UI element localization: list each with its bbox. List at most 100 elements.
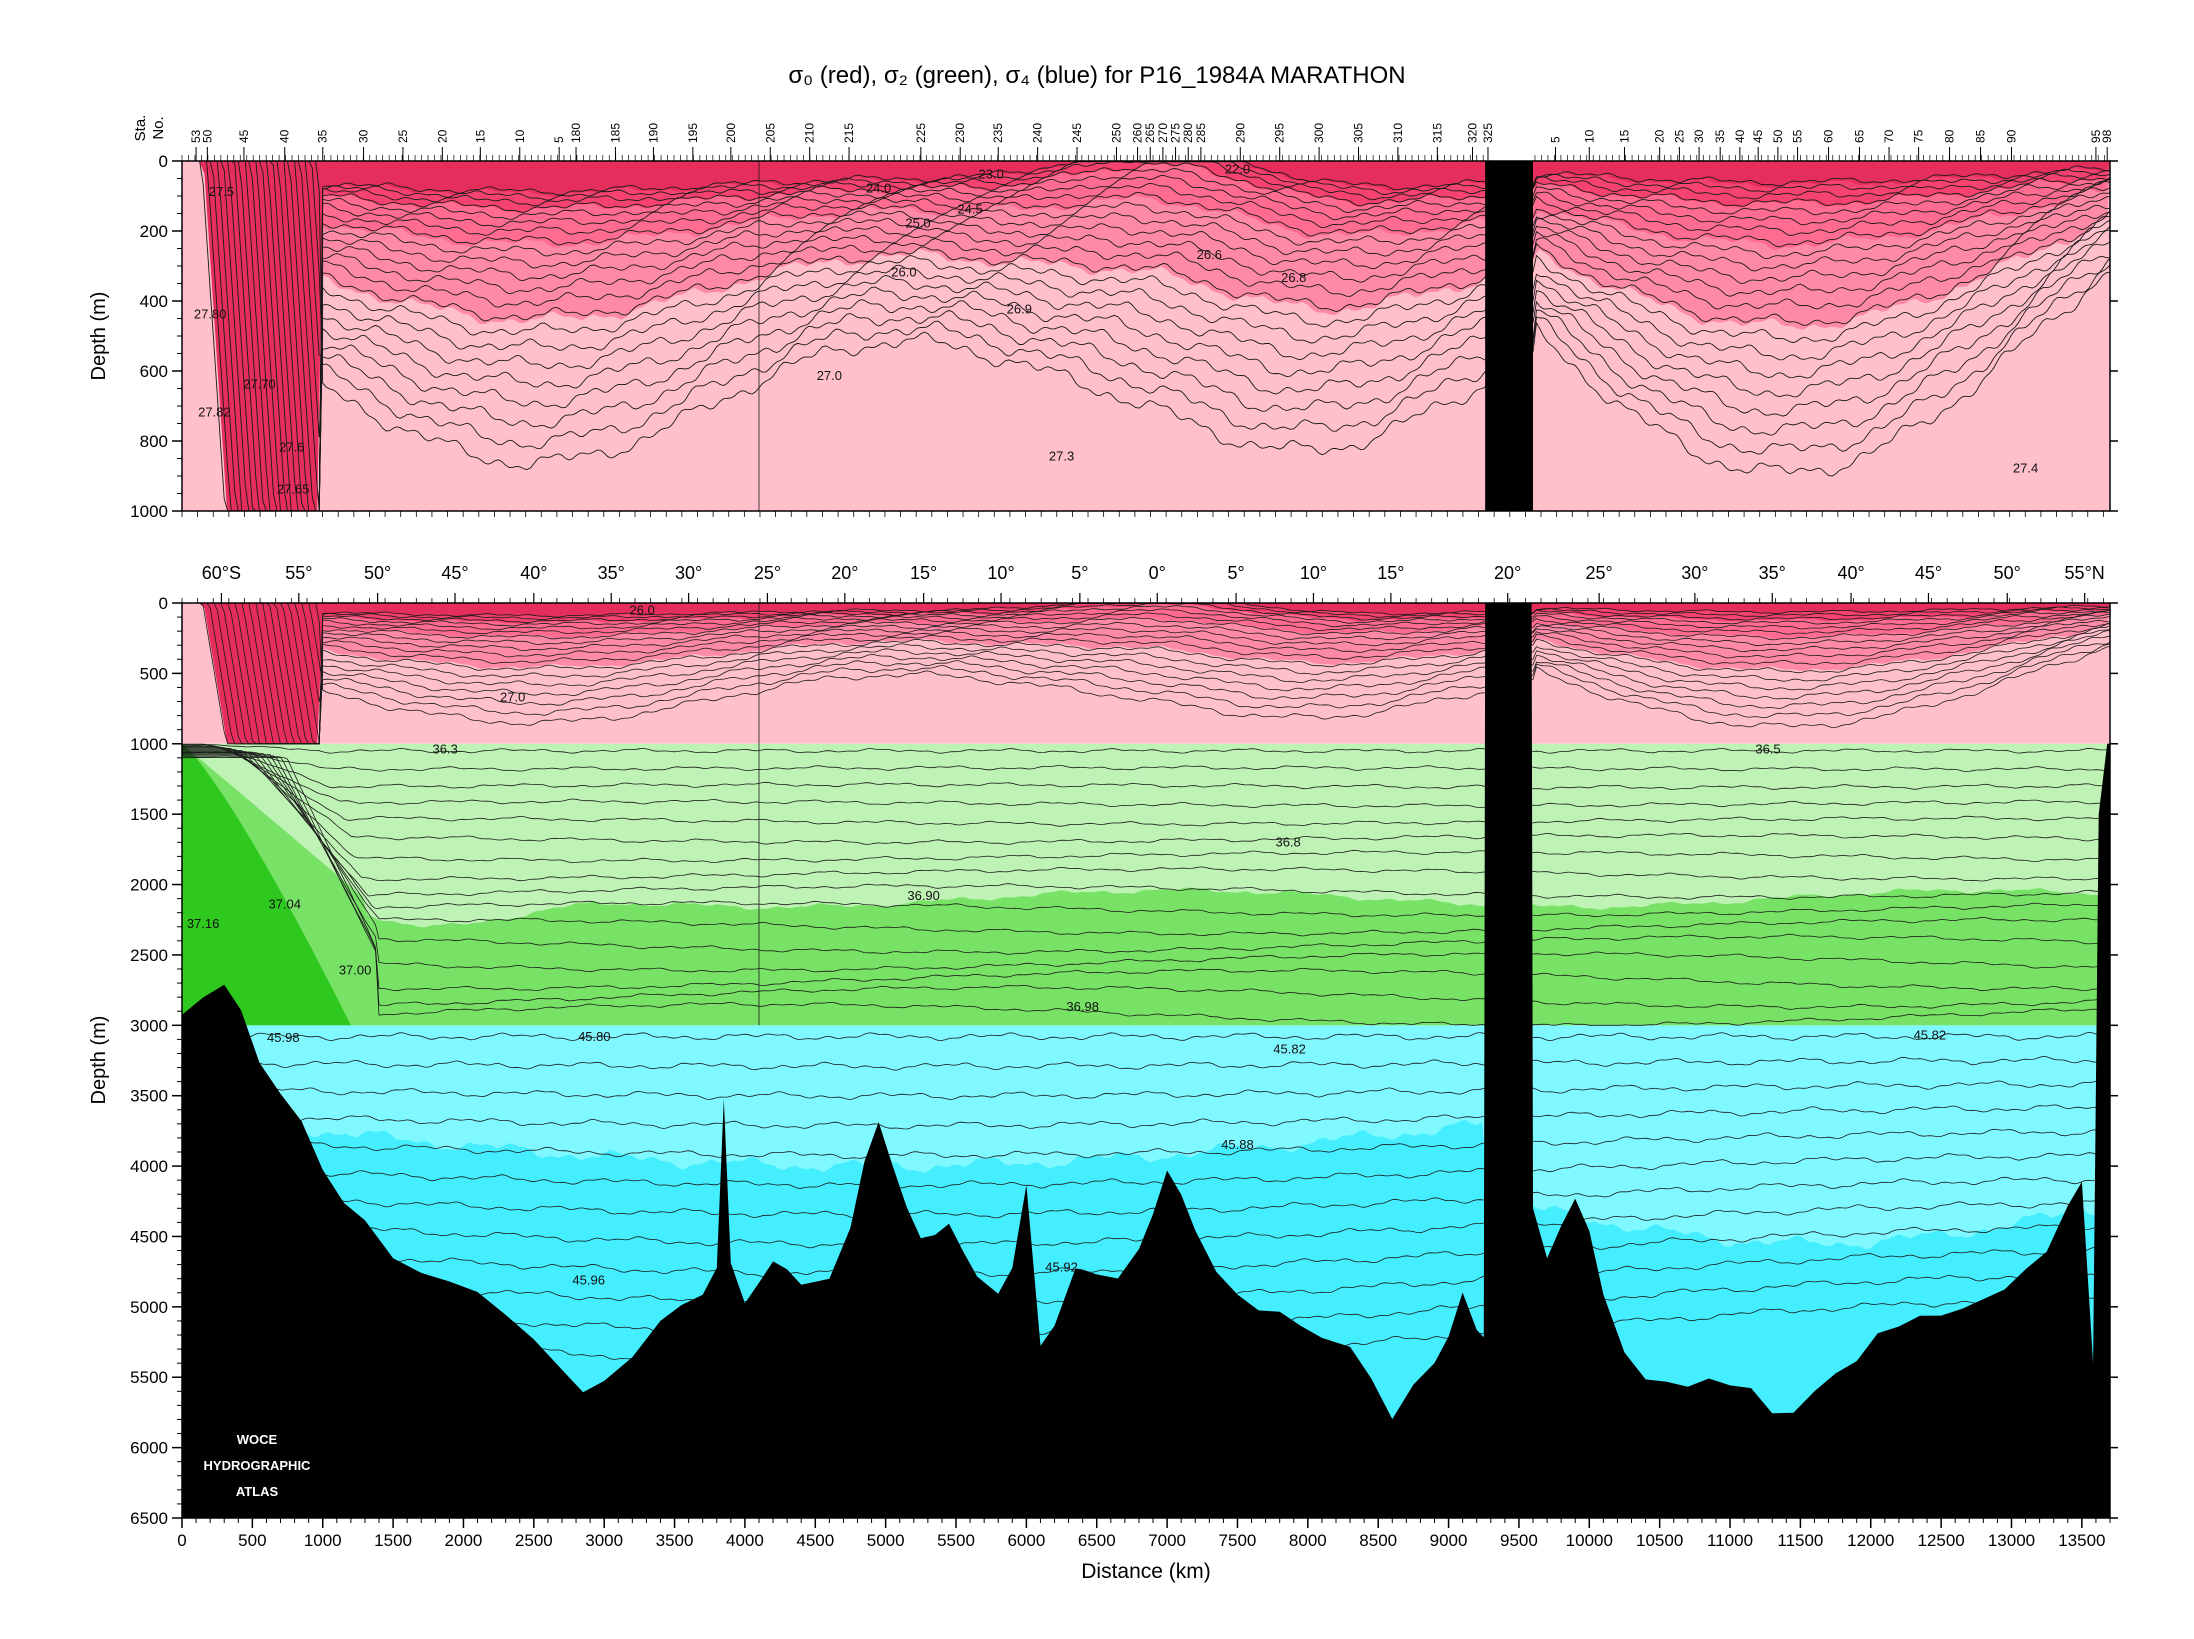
distance-x-axis: 0 500 1000 1500 2000 2500 3000 3500 4000 4500 5000… (177, 1518, 2111, 1550)
x-tick-label: 3500 (656, 1531, 694, 1550)
x-tick-label: 10000 (1566, 1531, 1613, 1550)
sigma2-contour-line (182, 755, 2110, 992)
sigma0-contour-line (182, 603, 2110, 745)
x-tick-label: 12500 (1917, 1531, 1964, 1550)
sigma0-contour-line (182, 161, 2110, 477)
station-label: 320 (1465, 123, 1479, 143)
station-label: 10 (513, 129, 527, 143)
y-tick-label: 1000 (130, 735, 168, 754)
sigma0-contour-line (182, 161, 2110, 511)
contour-label: 27.0 (817, 368, 842, 383)
contour-label: 26.0 (891, 265, 916, 280)
sigma2-contour-line (182, 744, 2110, 773)
contour-label: 45.98 (267, 1030, 300, 1045)
station-label: 195 (686, 123, 700, 143)
station-label: 310 (1391, 123, 1405, 143)
sigma0-contour-line (182, 161, 2110, 436)
sigma2-contour-line (182, 746, 2110, 809)
station-label: 185 (608, 123, 622, 143)
sigma2-contour-line (182, 745, 2110, 790)
sigma2-contour-line (182, 747, 2110, 827)
station-label: 45 (237, 129, 251, 143)
sigma2-contour-line (182, 752, 2110, 955)
contour-label: 27.0 (500, 690, 525, 705)
contour-label: 24.5 (957, 202, 982, 217)
contour-label: 37.00 (339, 963, 372, 978)
contour-label: 45.92 (1045, 1260, 1078, 1275)
station-label: 50 (1771, 129, 1785, 143)
x-tick-label: 2000 (445, 1531, 483, 1550)
station-label: 285 (1194, 123, 1208, 143)
sigma0-contour-line (182, 161, 2110, 511)
sigma0-contour-line (182, 161, 2110, 511)
station-label: 65 (1853, 129, 1867, 143)
station-label: 35 (316, 129, 330, 143)
y-tick-label: 600 (140, 362, 168, 381)
contour-label: 36.5 (1755, 742, 1780, 757)
station-label: 305 (1352, 123, 1366, 143)
contour-label: 27.70 (243, 377, 276, 392)
latitude-label: 50° (364, 563, 391, 583)
station-label: 5 (552, 136, 566, 143)
contour-label: 45.96 (572, 1272, 605, 1287)
band-sigma0-2 (182, 161, 2110, 511)
station-label: 40 (1733, 129, 1747, 143)
sigma0-contour-line (182, 603, 2110, 745)
x-tick-label: 3000 (585, 1531, 623, 1550)
x-tick-label: 8000 (1289, 1531, 1327, 1550)
latitude-label: 5° (1071, 563, 1088, 583)
contour-label: 45.82 (1914, 1027, 1947, 1042)
contour-label: 27.6 (279, 440, 304, 455)
station-label: 90 (2004, 129, 2018, 143)
x-tick-label: 4000 (726, 1531, 764, 1550)
x-tick-label: 6500 (1078, 1531, 1116, 1550)
station-label: 230 (953, 123, 967, 143)
station-label: 55 (1791, 129, 1805, 143)
station-axis-label-sta: Sta. (132, 115, 149, 142)
latitude-label: 35° (1759, 563, 1786, 583)
sigma2-contour-line (182, 752, 2110, 937)
station-label: 180 (569, 123, 583, 143)
station-label: 205 (763, 123, 777, 143)
title-sigma4: σ₄ (blue) for P16_1984A MARATHON (1005, 62, 1405, 89)
sigma0-contour-line (182, 161, 2110, 511)
station-label: 15 (1617, 129, 1631, 143)
x-tick-label: 8500 (1359, 1531, 1397, 1550)
x-tick-label: 11500 (1777, 1531, 1823, 1550)
latitude-label: 30° (675, 563, 702, 583)
station-label: 30 (357, 129, 371, 143)
station-label: 25 (396, 129, 410, 143)
latitude-label: 60°S (202, 563, 241, 583)
contour-label: 27.80 (194, 307, 227, 322)
lower-band-sigma0-2 (182, 603, 2110, 744)
station-label: 280 (1181, 123, 1195, 143)
station-label: 245 (1070, 123, 1084, 143)
logo-line-1: WOCE (237, 1432, 278, 1447)
sigma0-contour-line (182, 603, 2110, 719)
sigma0-contour-line (182, 603, 2110, 745)
latitude-label: 35° (598, 563, 625, 583)
lower-y-axis-label: Depth (m) (88, 1016, 110, 1105)
sigma0-contour-line (182, 161, 2110, 455)
sigma0-contour-line (182, 603, 2110, 745)
y-tick-label: 1000 (130, 502, 168, 521)
latitude-label: 30° (1681, 563, 1708, 583)
sigma0-contour-line (182, 603, 2110, 745)
y-tick-label: 0 (159, 594, 168, 613)
contour-label: 45.88 (1221, 1137, 1254, 1152)
sigma0-contour-line (182, 161, 2110, 511)
station-label: 80 (1943, 129, 1957, 143)
y-tick-label: 1500 (130, 805, 168, 824)
sigma0-contour-line (182, 603, 2110, 709)
sigma0-contour-line (182, 161, 2110, 511)
sigma2-contour-line (182, 754, 2110, 973)
contour-label: 25.0 (905, 216, 930, 231)
x-tick-label: 5500 (937, 1531, 975, 1550)
lower-plot-frame (181, 602, 2111, 1519)
upper-y-axis-label: Depth (m) (88, 292, 110, 381)
station-label: 10 (1582, 129, 1596, 143)
contour-label: 22.0 (1225, 161, 1250, 176)
latitude-label: 25° (1586, 563, 1613, 583)
sigma0-contour-line (182, 161, 2110, 511)
